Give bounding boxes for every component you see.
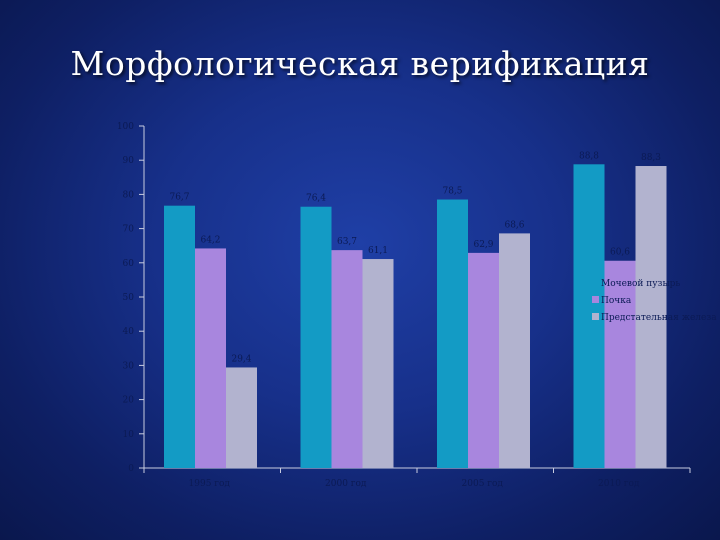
data-label: 60,6	[610, 248, 630, 258]
bar	[362, 259, 394, 468]
data-label: 68,6	[504, 220, 524, 230]
data-label: 63,7	[337, 237, 357, 247]
bar	[300, 206, 332, 468]
y-tick-label: 20	[123, 396, 135, 406]
x-tick-label: 1995 год	[189, 479, 231, 489]
x-tick-label: 2005 год	[462, 479, 504, 489]
data-label: 29,4	[231, 354, 251, 364]
legend-swatch	[592, 313, 599, 320]
data-label: 76,4	[306, 194, 326, 204]
bar	[195, 248, 226, 468]
data-label: 88,8	[579, 151, 599, 161]
bar	[635, 166, 667, 468]
legend-label: Мочевой пузырь	[601, 279, 680, 289]
y-tick-label: 80	[123, 190, 135, 200]
y-tick-label: 50	[123, 293, 135, 303]
y-tick-label: 90	[123, 156, 135, 166]
bar	[331, 250, 363, 468]
bar	[468, 252, 499, 468]
bar	[573, 164, 605, 468]
y-tick-label: 40	[123, 327, 135, 337]
y-tick-label: 10	[123, 430, 135, 440]
data-label: 62,9	[473, 240, 493, 250]
y-tick-label: 30	[123, 361, 135, 371]
x-tick-label: 2010 год	[598, 479, 640, 489]
x-tick-label: 2000 год	[325, 479, 367, 489]
data-label: 76,7	[169, 193, 189, 203]
bar	[499, 233, 530, 468]
data-label: 88,3	[641, 153, 661, 163]
y-tick-label: 60	[123, 259, 135, 269]
y-tick-label: 70	[123, 225, 135, 235]
y-tick-label: 0	[128, 464, 134, 474]
slide-title: Морфологическая верификация	[70, 44, 650, 83]
bar	[437, 199, 468, 468]
legend-label: Предстательная железа	[601, 313, 717, 323]
legend-swatch	[592, 296, 599, 303]
bar	[226, 367, 257, 468]
bar	[604, 260, 636, 468]
legend-swatch	[592, 279, 599, 286]
legend-label: Почка	[601, 296, 632, 306]
data-label: 78,5	[442, 187, 462, 197]
data-label: 64,2	[200, 235, 220, 245]
data-label: 61,1	[368, 246, 388, 256]
y-tick-label: 100	[117, 122, 134, 132]
bar	[164, 205, 195, 468]
